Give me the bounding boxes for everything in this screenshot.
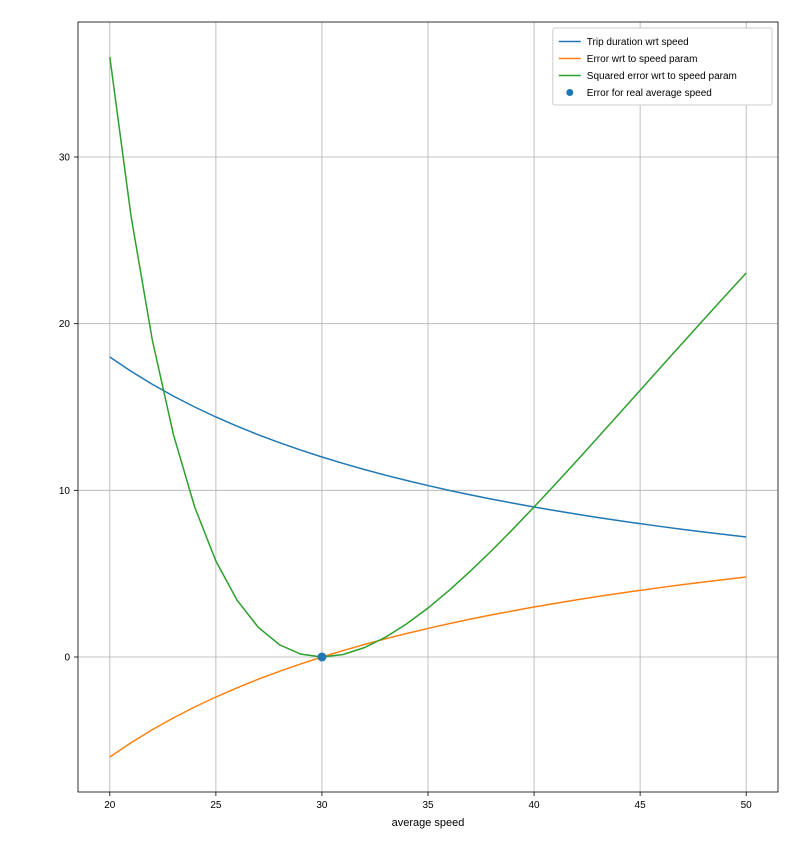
legend-label: Squared error wrt to speed param — [587, 71, 737, 82]
legend-label: Error for real average speed — [587, 88, 712, 99]
y-tick-label: 0 — [64, 653, 70, 664]
chart-container: 20 25 30 35 40 45 50 average speed 0 10 20 30 Trip d… — [0, 0, 808, 850]
x-tick-label: 25 — [210, 800, 222, 811]
x-axis-label: average speed — [392, 817, 465, 829]
y-tick-label: 10 — [59, 486, 71, 497]
line-chart: 20 25 30 35 40 45 50 average speed 0 10 20 30 Trip d… — [0, 0, 808, 850]
x-tick-label: 40 — [528, 800, 540, 811]
x-tick-label: 30 — [316, 800, 328, 811]
y-tick-label: 30 — [59, 153, 71, 164]
x-tick-label: 50 — [741, 800, 753, 811]
legend-label: Error wrt to speed param — [587, 54, 698, 65]
legend-label: Trip duration wrt speed — [587, 37, 689, 48]
x-tick-label: 35 — [422, 800, 434, 811]
x-tick-label: 20 — [104, 800, 116, 811]
marker-point — [318, 653, 326, 661]
legend: Trip duration wrt speed Error wrt to spee… — [553, 28, 772, 105]
x-tick-label: 45 — [635, 800, 647, 811]
y-tick-label: 20 — [59, 319, 71, 330]
legend-sample-marker — [566, 89, 573, 96]
